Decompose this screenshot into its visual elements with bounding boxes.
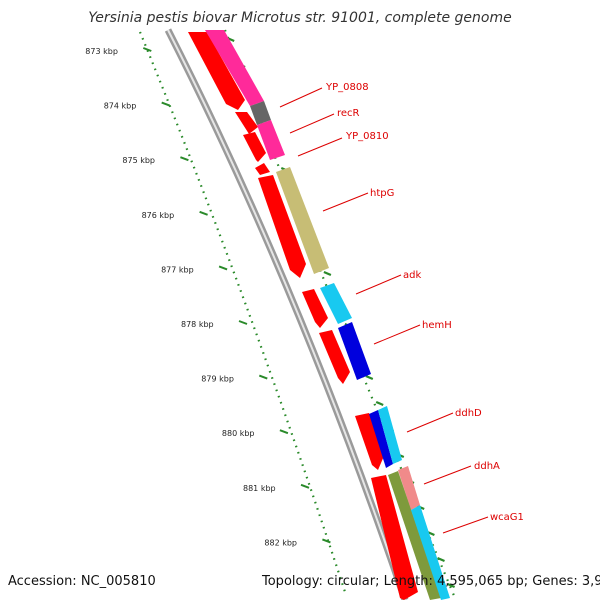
track-tick <box>323 270 332 277</box>
label-leaders <box>279 87 489 534</box>
ruler-label: 875 kbp <box>122 156 155 165</box>
ruler-tick <box>279 429 289 435</box>
gene-cds <box>188 32 245 110</box>
gene-label: htpG <box>370 188 394 199</box>
gene-label: recR <box>337 108 360 119</box>
genome-summary: Topology: circular; Length: 4,595,065 bp… <box>262 574 600 589</box>
ruler-tick <box>199 210 208 216</box>
ruler-label: 873 kbp <box>85 47 118 56</box>
ruler-label: 880 kbp <box>222 429 255 438</box>
gene-wcaG1 <box>411 505 450 600</box>
reverse-strand <box>188 32 418 600</box>
gene-cds <box>371 475 418 600</box>
ruler-labels: 873 kbp 874 kbp 875 kbp 876 kbp 877 kbp 878 k… <box>85 47 297 547</box>
map-title: Yersinia pestis biovar Microtus str. 910… <box>88 10 512 26</box>
gene-labels: YP_0808 recR YP_0810 htpG adk hemH ddhD … <box>325 82 524 523</box>
gene-recR <box>250 101 271 125</box>
ruler-tick <box>258 374 268 380</box>
gene-htpG <box>276 167 329 274</box>
gene-label: ddhA <box>474 461 500 472</box>
gene-label: wcaG1 <box>490 512 524 523</box>
ruler-label: 882 kbp <box>264 538 297 547</box>
gene-ddhD-cyan <box>378 406 402 464</box>
gene-ddhD-blue <box>369 410 393 468</box>
gene-label: adk <box>403 270 421 281</box>
ruler-label: 881 kbp <box>243 484 276 493</box>
gene-yp0810 <box>257 120 285 160</box>
ruler-tick <box>142 47 152 52</box>
gene-adk <box>320 283 352 324</box>
ruler-label: 878 kbp <box>181 320 214 329</box>
gene-cds <box>319 330 350 384</box>
ruler-tick <box>300 483 310 489</box>
gene-ddhA <box>398 466 420 510</box>
ruler-label: 876 kbp <box>142 211 175 220</box>
track-tick <box>375 400 384 407</box>
ruler-label: 874 kbp <box>104 102 137 111</box>
gene-cds <box>258 175 306 278</box>
gene-cds <box>235 112 258 134</box>
ruler-tick <box>238 320 248 325</box>
track-tick <box>437 556 445 563</box>
gene-label: YP_0808 <box>325 82 369 93</box>
ruler-tick <box>218 265 228 271</box>
gene-cds <box>302 289 328 328</box>
ruler-tick <box>161 101 171 107</box>
backbone <box>164 28 409 600</box>
ruler-tick <box>322 538 331 544</box>
ruler-label: 877 kbp <box>161 265 194 274</box>
ruler-tick <box>180 156 189 162</box>
gene-label: YP_0810 <box>345 131 389 142</box>
gene-cds <box>255 163 270 175</box>
gene-yp0808 <box>205 30 264 106</box>
gene-hemH <box>338 322 371 380</box>
gene-cds <box>355 413 384 470</box>
gene-label: ddhD <box>455 408 482 419</box>
accession-text: Accession: NC_005810 <box>8 574 156 589</box>
track-tick <box>365 374 374 381</box>
gene-ddhA-olive <box>388 471 441 600</box>
gene-label: hemH <box>422 320 452 331</box>
ruler-label: 879 kbp <box>201 375 234 384</box>
gene-cds <box>243 132 266 162</box>
track-tick <box>447 582 456 589</box>
forward-strand <box>205 30 450 600</box>
